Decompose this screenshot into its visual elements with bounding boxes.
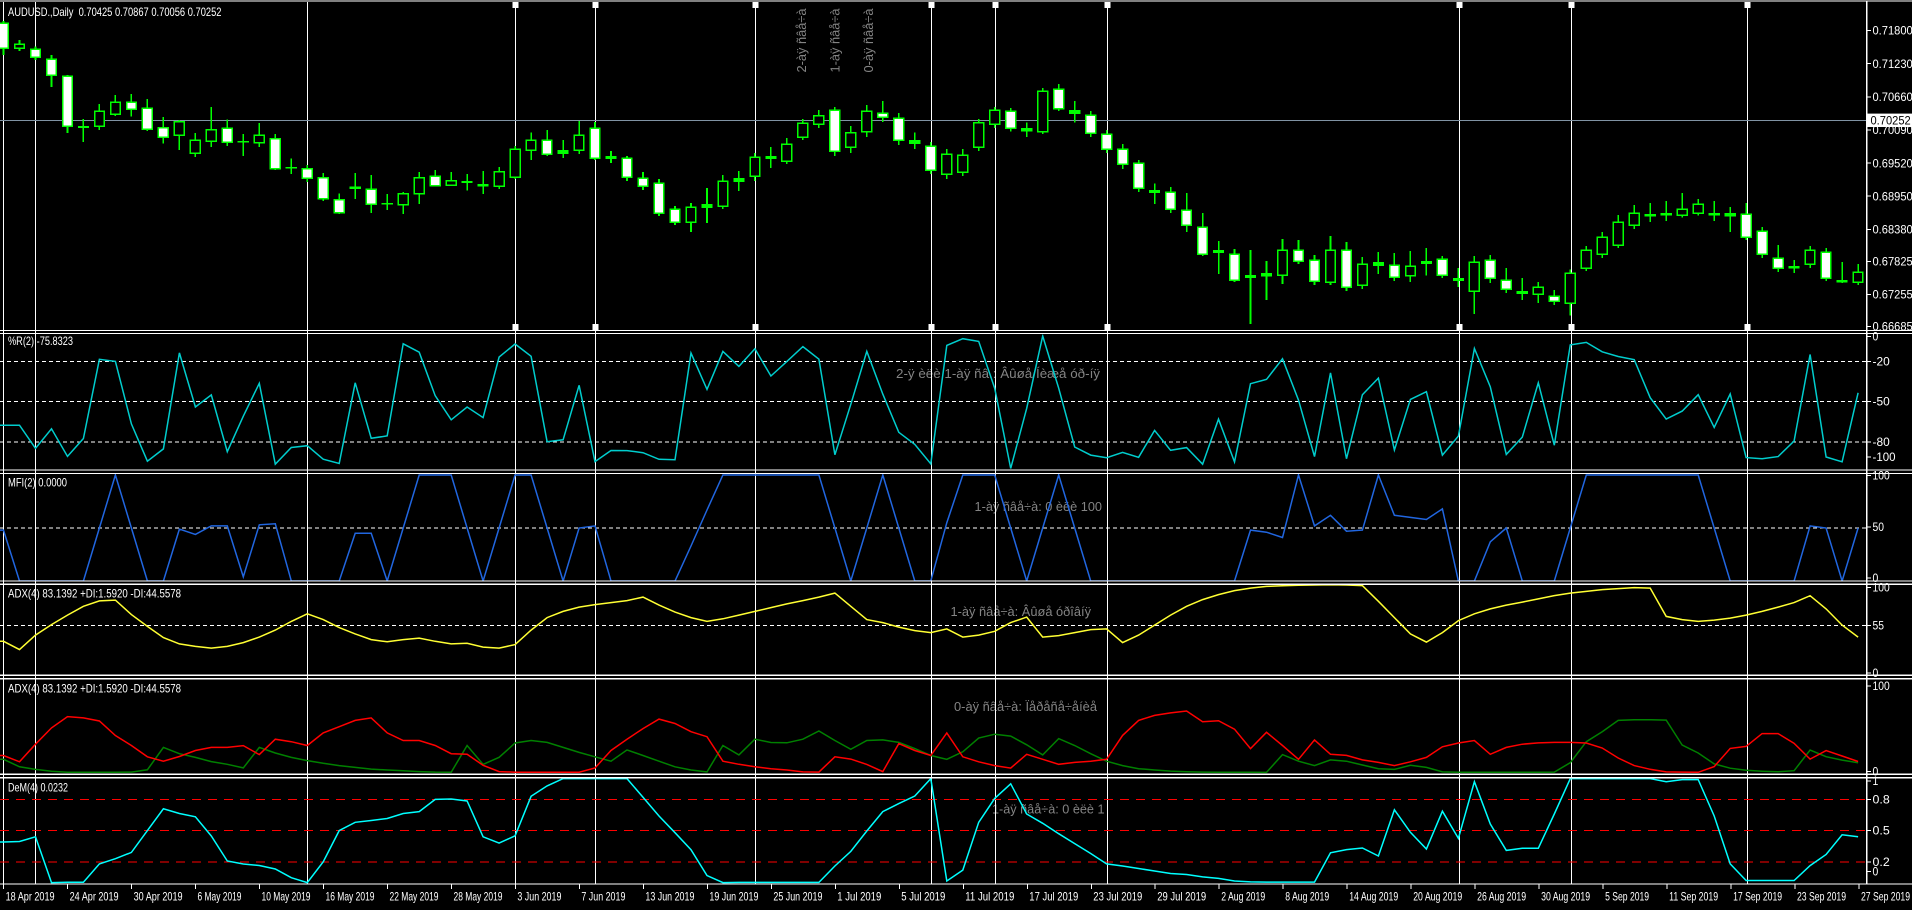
svg-text:AUDUSD.,Daily 0.70425 0.70867: AUDUSD.,Daily 0.70425 0.70867 0.70056 0.…: [8, 5, 222, 19]
svg-text:3 Jun 2019: 3 Jun 2019: [517, 890, 561, 904]
svg-text:0.71800: 0.71800: [1873, 24, 1912, 38]
svg-text:28 May 2019: 28 May 2019: [454, 890, 503, 904]
svg-text:-100: -100: [1873, 450, 1896, 464]
svg-text:-50: -50: [1873, 395, 1891, 409]
svg-text:-20: -20: [1873, 355, 1891, 369]
svg-text:0.68380: 0.68380: [1873, 223, 1912, 237]
svg-text:2-ÿ èëè 1-àÿ ñâ.: Âûøå/Íèæå óð: 2-ÿ èëè 1-àÿ ñâ.: Âûøå/Íèæå óð-íÿ: [896, 366, 1101, 381]
svg-text:0.5: 0.5: [1873, 824, 1891, 838]
svg-text:16 May 2019: 16 May 2019: [326, 890, 375, 904]
svg-text:24 Apr 2019: 24 Apr 2019: [70, 890, 119, 904]
svg-text:20 Aug 2019: 20 Aug 2019: [1413, 890, 1462, 904]
svg-text:1 Jul 2019: 1 Jul 2019: [837, 890, 881, 904]
svg-text:50: 50: [1873, 520, 1885, 534]
svg-text:23 Jul 2019: 23 Jul 2019: [1093, 890, 1142, 904]
svg-text:1-àÿ ñâå÷à: 0 èëè 1: 1-àÿ ñâå÷à: 0 èëè 1: [992, 802, 1105, 817]
svg-text:-80: -80: [1873, 435, 1891, 449]
svg-text:0: 0: [1873, 666, 1879, 680]
svg-text:30 Aug 2019: 30 Aug 2019: [1541, 890, 1590, 904]
svg-text:0.70660: 0.70660: [1873, 90, 1912, 104]
svg-text:0.68950: 0.68950: [1873, 189, 1912, 203]
svg-text:18 Apr 2019: 18 Apr 2019: [6, 890, 55, 904]
svg-text:ADX(4) 83.1392 +DI:1.5920 -DI:: ADX(4) 83.1392 +DI:1.5920 -DI:44.5578: [8, 682, 181, 696]
svg-text:2-àÿ ñâå÷à: 2-àÿ ñâå÷à: [794, 8, 809, 73]
svg-text:10 May 2019: 10 May 2019: [262, 890, 311, 904]
svg-text:23 Sep 2019: 23 Sep 2019: [1797, 890, 1846, 904]
svg-text:14 Aug 2019: 14 Aug 2019: [1349, 890, 1398, 904]
svg-text:30 Apr 2019: 30 Apr 2019: [134, 890, 183, 904]
svg-text:MFI(2) 0.0000: MFI(2) 0.0000: [8, 476, 67, 490]
svg-text:1-àÿ ñâå÷à: 0 èëè 100: 1-àÿ ñâå÷à: 0 èëè 100: [975, 499, 1103, 514]
svg-text:0.67825: 0.67825: [1873, 255, 1912, 269]
svg-text:13 Jun 2019: 13 Jun 2019: [645, 890, 694, 904]
svg-text:0: 0: [1873, 865, 1879, 879]
svg-text:1-àÿ ñâå÷à: 1-àÿ ñâå÷à: [828, 8, 843, 73]
svg-text:7 Jun 2019: 7 Jun 2019: [581, 890, 625, 904]
svg-text:22 May 2019: 22 May 2019: [390, 890, 439, 904]
svg-text:55: 55: [1873, 619, 1885, 633]
svg-text:6 May 2019: 6 May 2019: [198, 890, 242, 904]
svg-text:17 Sep 2019: 17 Sep 2019: [1733, 890, 1782, 904]
svg-text:11 Sep 2019: 11 Sep 2019: [1669, 890, 1718, 904]
svg-text:%R(2) -75.8323: %R(2) -75.8323: [8, 334, 73, 348]
svg-text:5 Jul 2019: 5 Jul 2019: [901, 890, 945, 904]
svg-text:100: 100: [1873, 679, 1890, 693]
svg-text:0.70252: 0.70252: [1871, 113, 1911, 127]
svg-text:0-àÿ ñâå÷à: 0-àÿ ñâå÷à: [861, 8, 876, 73]
svg-text:0.66685: 0.66685: [1873, 320, 1912, 334]
svg-text:0: 0: [1873, 330, 1879, 344]
svg-text:100: 100: [1873, 581, 1890, 595]
svg-text:26 Aug 2019: 26 Aug 2019: [1477, 890, 1526, 904]
svg-text:17 Jul 2019: 17 Jul 2019: [1029, 890, 1078, 904]
svg-text:2 Aug 2019: 2 Aug 2019: [1221, 890, 1265, 904]
svg-text:11 Jul 2019: 11 Jul 2019: [965, 890, 1014, 904]
svg-text:27 Sep 2019: 27 Sep 2019: [1861, 890, 1910, 904]
svg-text:5 Sep 2019: 5 Sep 2019: [1605, 890, 1649, 904]
svg-text:0.8: 0.8: [1873, 793, 1891, 807]
svg-text:0.69520: 0.69520: [1873, 156, 1912, 170]
svg-text:0-àÿ ñâå÷à: Ïåðåñå÷åíèå: 0-àÿ ñâå÷à: Ïåðåñå÷åíèå: [954, 699, 1098, 714]
svg-text:8 Aug 2019: 8 Aug 2019: [1285, 890, 1329, 904]
svg-text:19 Jun 2019: 19 Jun 2019: [709, 890, 758, 904]
svg-text:100: 100: [1873, 469, 1890, 483]
svg-text:DeM(4) 0.0232: DeM(4) 0.0232: [8, 781, 68, 795]
svg-text:0.67255: 0.67255: [1873, 288, 1912, 302]
svg-text:1-àÿ ñâå÷à: Âûøå óðîâíÿ: 1-àÿ ñâå÷à: Âûøå óðîâíÿ: [951, 604, 1092, 619]
svg-text:25 Jun 2019: 25 Jun 2019: [773, 890, 822, 904]
svg-text:29 Jul 2019: 29 Jul 2019: [1157, 890, 1206, 904]
svg-text:0.71230: 0.71230: [1873, 57, 1912, 71]
svg-text:ADX(4) 83.1392 +DI:1.5920 -DI:: ADX(4) 83.1392 +DI:1.5920 -DI:44.5578: [8, 587, 181, 601]
svg-text:1: 1: [1873, 774, 1879, 788]
